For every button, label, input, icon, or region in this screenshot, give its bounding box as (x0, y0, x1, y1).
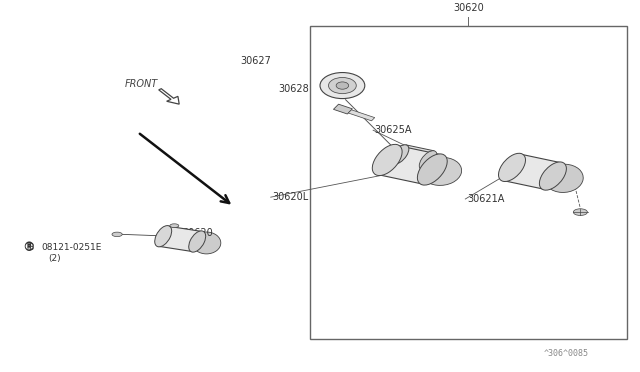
Ellipse shape (419, 151, 437, 170)
Ellipse shape (112, 232, 122, 237)
Ellipse shape (155, 225, 172, 247)
Ellipse shape (189, 231, 205, 252)
Polygon shape (333, 104, 353, 114)
Text: (2): (2) (48, 254, 61, 263)
Polygon shape (504, 154, 561, 189)
Ellipse shape (421, 157, 461, 185)
Text: 08121-0251E: 08121-0251E (42, 243, 102, 252)
FancyArrow shape (159, 89, 179, 104)
Bar (310, 26, 627, 339)
Ellipse shape (170, 224, 179, 228)
Text: B: B (28, 243, 33, 252)
Circle shape (320, 73, 365, 99)
Text: ®: ® (22, 241, 35, 254)
Bar (342, 80, 355, 91)
Polygon shape (394, 145, 434, 170)
Ellipse shape (417, 154, 447, 185)
Text: ^306^0085: ^306^0085 (544, 349, 589, 358)
Text: 30627: 30627 (240, 57, 271, 66)
Text: 30621A: 30621A (467, 194, 504, 204)
Ellipse shape (540, 162, 566, 190)
Ellipse shape (192, 232, 221, 254)
Ellipse shape (544, 164, 583, 192)
Ellipse shape (499, 153, 525, 182)
Polygon shape (348, 110, 375, 121)
Circle shape (328, 77, 356, 94)
Text: 30625A: 30625A (374, 125, 412, 135)
Text: 30620: 30620 (182, 228, 213, 237)
Polygon shape (378, 145, 442, 184)
Text: 30620L: 30620L (272, 192, 308, 202)
Text: FRONT: FRONT (125, 80, 158, 89)
Ellipse shape (372, 144, 402, 176)
Text: 30628: 30628 (278, 84, 309, 94)
Circle shape (336, 82, 349, 89)
Ellipse shape (573, 209, 588, 215)
Text: 30620: 30620 (453, 3, 484, 13)
Polygon shape (159, 226, 202, 251)
Ellipse shape (391, 145, 409, 164)
